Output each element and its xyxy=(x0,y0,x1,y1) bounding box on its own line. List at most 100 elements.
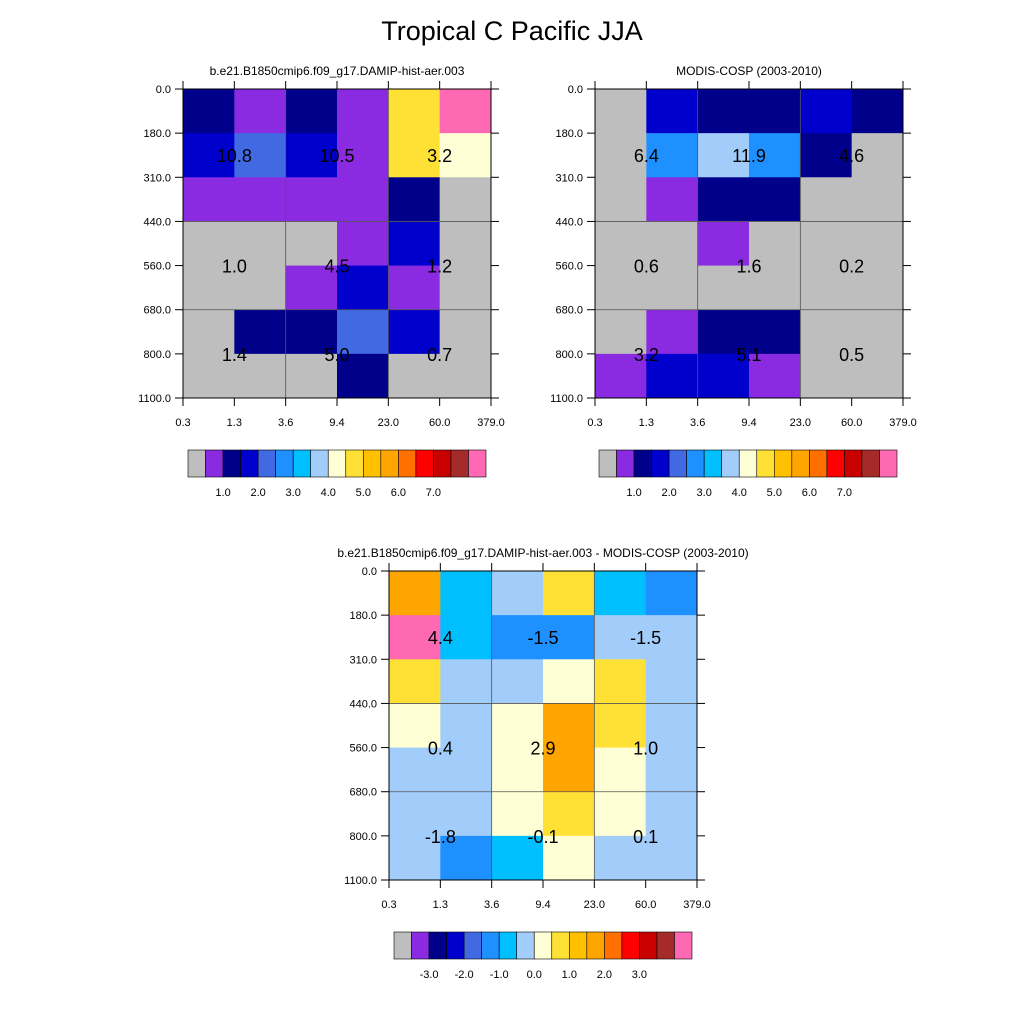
colorbar-swatch xyxy=(415,449,434,478)
heatmap-cell xyxy=(440,659,493,704)
heatmap-cell xyxy=(285,309,338,355)
heatmap-cell xyxy=(388,89,441,134)
heatmap-cell xyxy=(389,835,441,881)
colorbar-label: 7.0 xyxy=(426,487,441,499)
heatmap-cell xyxy=(388,221,441,267)
heatmap-cell xyxy=(595,133,647,178)
heatmap-cell xyxy=(595,309,647,355)
heatmap-cell xyxy=(646,177,699,222)
heatmap-cell xyxy=(439,177,492,222)
heatmap-cell xyxy=(646,133,699,178)
heatmap-cell xyxy=(646,309,699,355)
heatmap-cell xyxy=(800,353,853,399)
block-value-label: 3.2 xyxy=(634,345,659,365)
block-value-label: 4.6 xyxy=(839,146,864,166)
y-tick-label: 800.0 xyxy=(349,831,377,843)
colorbar-swatch xyxy=(616,449,635,478)
heatmap-cell xyxy=(645,747,698,793)
block-value-label: 0.1 xyxy=(633,827,658,847)
heatmap-cell xyxy=(749,89,801,134)
heatmap-cell xyxy=(645,791,698,837)
heatmap-cell xyxy=(389,791,441,837)
block-value-label: -1.8 xyxy=(425,827,456,847)
y-tick-label: 0.0 xyxy=(568,84,583,96)
y-tick-label: 440.0 xyxy=(349,698,377,710)
colorbar-swatch xyxy=(468,449,487,478)
heatmap-cell xyxy=(440,747,493,793)
y-tick-label: 1100.0 xyxy=(344,875,377,887)
heatmap-cell xyxy=(646,265,699,311)
heatmap-cell xyxy=(183,353,235,399)
heatmap-cell xyxy=(595,89,647,134)
block-value-label: 0.5 xyxy=(839,345,864,365)
block-value-label: 2.9 xyxy=(530,739,555,759)
colorbar: 1.0 2.0 3.0 4.0 5.0 6.0 7.0 xyxy=(187,449,487,499)
heatmap-cell xyxy=(543,747,595,793)
y-tick-label: 560.0 xyxy=(555,261,583,273)
heatmap-cell xyxy=(337,353,389,399)
y-tick-label: 0.0 xyxy=(156,84,171,96)
heatmap-cell xyxy=(595,353,647,399)
y-tick-label: 560.0 xyxy=(143,261,171,273)
y-tick-label: 440.0 xyxy=(143,216,171,228)
colorbar-swatch xyxy=(498,931,518,960)
colorbar-swatch xyxy=(428,931,447,960)
heatmap-cell xyxy=(645,615,698,660)
x-tick-label: 1.3 xyxy=(227,417,242,429)
heatmap-cell xyxy=(595,221,647,267)
x-tick-label: 60.0 xyxy=(429,417,450,429)
block-value-label: 11.9 xyxy=(732,146,766,166)
y-tick-label: 440.0 xyxy=(555,216,583,228)
heatmap-cell xyxy=(439,309,492,355)
heatmap-cell xyxy=(234,221,287,267)
colorbar-label: 1.0 xyxy=(562,969,577,981)
heatmap-cell xyxy=(491,791,544,837)
colorbar-swatch xyxy=(446,931,465,960)
colorbar-swatch xyxy=(275,449,294,478)
colorbar-swatch xyxy=(738,449,758,478)
heatmap-cell xyxy=(646,221,699,267)
colorbar-swatch xyxy=(879,449,898,478)
x-tick-label: 0.3 xyxy=(175,417,190,429)
heatmap-cell xyxy=(594,571,647,616)
colorbar-label: 2.0 xyxy=(661,487,676,499)
colorbar-label: 1.0 xyxy=(215,487,230,499)
heatmap-cell xyxy=(285,89,338,134)
heatmap-cell xyxy=(440,791,493,837)
heatmap-cell xyxy=(183,265,235,311)
colorbar-swatch xyxy=(686,449,705,478)
colorbar-label: 2.0 xyxy=(250,487,265,499)
x-tick-label: 60.0 xyxy=(635,899,656,911)
block-value-label: -1.5 xyxy=(630,628,661,648)
heatmap-cell xyxy=(645,659,698,704)
heatmap-cell xyxy=(543,615,595,660)
heatmap-cell xyxy=(337,133,389,178)
block-value-label: 1.0 xyxy=(633,739,658,759)
heatmap-cell xyxy=(851,353,904,399)
heatmap-cell xyxy=(491,703,544,749)
x-tick-label: 3.6 xyxy=(278,417,293,429)
heatmap-cell xyxy=(851,133,904,178)
heatmap-cell xyxy=(439,353,492,399)
heatmap-cell xyxy=(697,221,750,267)
heatmap-cell xyxy=(851,221,904,267)
colorbar-swatch xyxy=(756,449,775,478)
heatmap-cell xyxy=(749,265,801,311)
heatmap-cell xyxy=(594,703,647,749)
colorbar-swatch xyxy=(463,931,482,960)
x-tick-label: 9.4 xyxy=(741,417,756,429)
heatmap-cell xyxy=(749,177,801,222)
heatmap-cell xyxy=(800,221,853,267)
block-value-label: 3.2 xyxy=(427,146,452,166)
panel-title: b.e21.B1850cmip6.f09_g17.DAMIP-hist-aer.… xyxy=(337,546,748,560)
heatmap-cell xyxy=(645,835,698,881)
colorbar-label: 1.0 xyxy=(626,487,641,499)
heatmap-cell xyxy=(697,265,750,311)
heatmap-cell xyxy=(389,703,441,749)
colorbar-swatch xyxy=(380,449,399,478)
colorbar-swatch xyxy=(345,449,364,478)
heatmap-cell xyxy=(183,133,235,178)
heatmap-cell xyxy=(543,659,595,704)
heatmap-cell xyxy=(800,309,853,355)
